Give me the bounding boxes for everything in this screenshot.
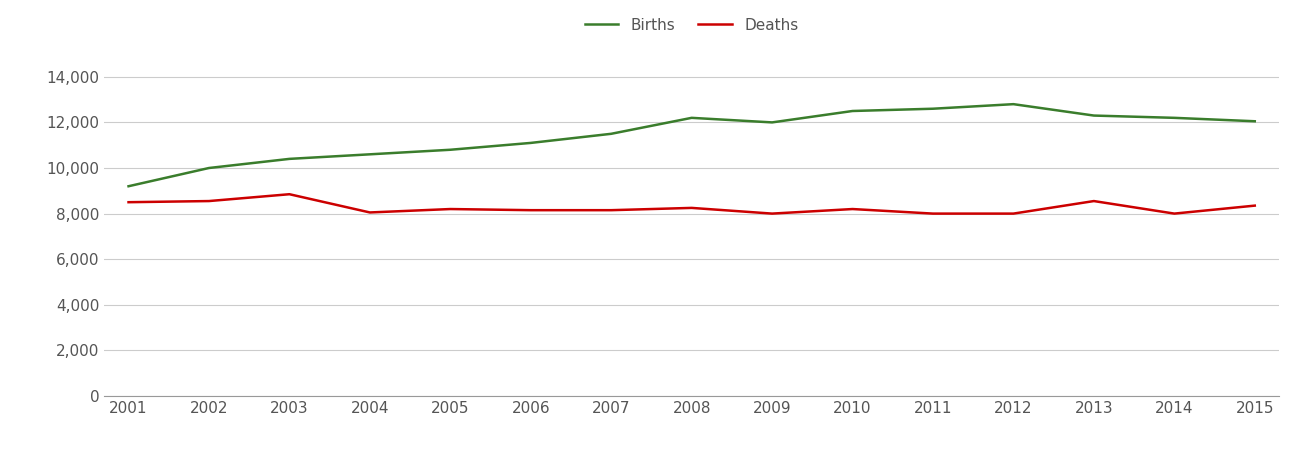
Legend: Births, Deaths: Births, Deaths	[585, 18, 799, 33]
Deaths	[684, 205, 699, 211]
Deaths	[442, 207, 458, 212]
Deaths	[120, 199, 136, 205]
Births	[844, 108, 860, 114]
Deaths	[282, 192, 298, 197]
Line: Deaths: Deaths	[128, 194, 1255, 214]
Births	[1006, 101, 1022, 107]
Births	[282, 156, 298, 162]
Deaths	[603, 207, 619, 213]
Deaths	[925, 211, 941, 216]
Births	[925, 106, 941, 112]
Births	[1248, 118, 1263, 124]
Deaths	[201, 198, 217, 204]
Deaths	[361, 210, 377, 215]
Births	[201, 165, 217, 171]
Births	[1167, 115, 1182, 121]
Births	[603, 131, 619, 136]
Births	[684, 115, 699, 121]
Births	[765, 120, 780, 125]
Births	[120, 184, 136, 189]
Deaths	[1006, 211, 1022, 216]
Deaths	[1167, 211, 1182, 216]
Line: Births: Births	[128, 104, 1255, 186]
Births	[1086, 113, 1101, 118]
Deaths	[1086, 198, 1101, 204]
Deaths	[844, 207, 860, 212]
Deaths	[523, 207, 539, 213]
Deaths	[765, 211, 780, 216]
Births	[523, 140, 539, 146]
Births	[442, 147, 458, 153]
Births	[361, 152, 377, 157]
Deaths	[1248, 203, 1263, 208]
